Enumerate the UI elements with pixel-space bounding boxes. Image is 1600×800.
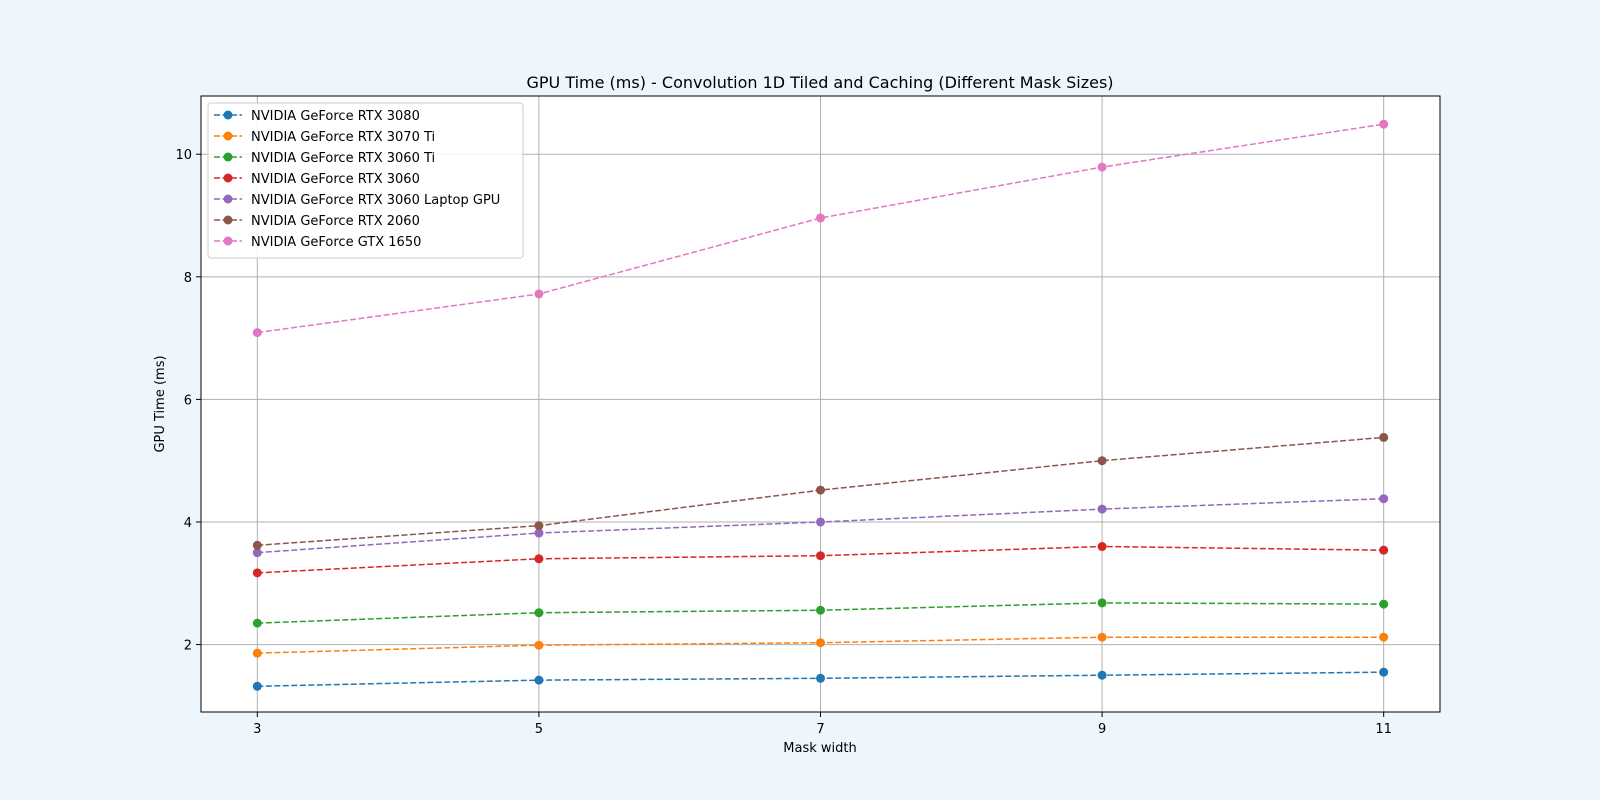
data-point — [816, 605, 825, 615]
legend-label: NVIDIA GeForce RTX 2060 — [251, 214, 420, 229]
y-axis-label: GPU Time (ms) — [153, 355, 168, 452]
x-tick-label: 9 — [1098, 722, 1106, 737]
legend-item: NVIDIA GeForce RTX 3060 — [214, 172, 420, 187]
data-point — [252, 568, 262, 578]
data-point — [252, 540, 262, 550]
legend-item: NVIDIA GeForce RTX 2060 — [214, 214, 420, 229]
series-7 — [252, 119, 1389, 338]
legend-label: NVIDIA GeForce RTX 3060 Laptop GPU — [251, 193, 500, 208]
legend-label: NVIDIA GeForce RTX 3080 — [251, 109, 420, 124]
y-tick-label: 10 — [175, 148, 192, 163]
legend-box — [207, 102, 524, 259]
y-tick-label: 4 — [184, 516, 192, 531]
legend-label: NVIDIA GeForce RTX 3060 Ti — [251, 151, 435, 166]
data-point — [1379, 599, 1389, 609]
legend-swatch-marker — [223, 194, 233, 204]
data-point — [816, 673, 825, 683]
data-point — [1097, 598, 1107, 608]
y-tick-label: 8 — [184, 271, 192, 286]
data-point — [534, 640, 544, 650]
legend-swatch-marker — [223, 131, 233, 141]
x-axis-ticks: 3 5 7 9 11 — [253, 712, 1392, 737]
series-1 — [252, 667, 1389, 691]
data-point — [1379, 632, 1389, 642]
legend-swatch-marker — [223, 110, 233, 120]
data-point — [1097, 542, 1107, 552]
data-point — [252, 648, 262, 658]
data-point — [252, 618, 262, 628]
legend-item: NVIDIA GeForce RTX 3060 Ti — [214, 151, 435, 166]
data-point — [252, 328, 262, 338]
data-point — [1379, 494, 1389, 504]
x-tick-label: 5 — [535, 722, 543, 737]
data-point — [816, 213, 825, 223]
legend-swatch-marker — [223, 215, 233, 225]
legend-swatch-marker — [223, 152, 233, 162]
legend-item: NVIDIA GeForce RTX 3070 Ti — [214, 130, 435, 145]
data-point — [1097, 504, 1107, 514]
legend-item: NVIDIA GeForce RTX 3080 — [214, 109, 420, 124]
legend: NVIDIA GeForce RTX 3080 NVIDIA GeForce RT… — [207, 102, 524, 259]
y-axis-ticks: 2 4 6 8 10 — [175, 148, 201, 654]
series-3 — [252, 598, 1389, 628]
data-point — [252, 681, 262, 691]
data-point — [1097, 456, 1107, 466]
series-6 — [252, 432, 1389, 550]
series-2 — [252, 632, 1389, 658]
series-layer — [252, 119, 1389, 691]
data-point — [1379, 432, 1389, 442]
x-tick-label: 11 — [1375, 722, 1392, 737]
data-point — [534, 675, 544, 685]
legend-swatch-marker — [223, 173, 233, 183]
data-point — [534, 608, 544, 618]
legend-item: NVIDIA GeForce GTX 1650 — [214, 235, 421, 250]
data-point — [1097, 162, 1107, 172]
data-point — [534, 554, 544, 564]
data-point — [1379, 545, 1389, 555]
legend-swatch-marker — [223, 236, 233, 246]
series-5 — [252, 494, 1389, 558]
data-point — [534, 528, 544, 538]
x-axis-label: Mask width — [783, 741, 856, 756]
y-tick-label: 2 — [184, 639, 192, 654]
legend-label: NVIDIA GeForce RTX 3060 — [251, 172, 420, 187]
x-tick-label: 3 — [253, 722, 261, 737]
chart-title: GPU Time (ms) - Convolution 1D Tiled and… — [526, 73, 1113, 92]
data-point — [252, 548, 262, 558]
data-point — [1097, 670, 1107, 680]
data-point — [1379, 667, 1389, 677]
data-point — [816, 638, 825, 648]
data-point — [816, 551, 825, 561]
data-point — [816, 517, 825, 527]
data-point — [1379, 119, 1389, 129]
data-point — [816, 485, 825, 495]
x-tick-label: 7 — [816, 722, 824, 737]
data-point — [1097, 632, 1107, 642]
legend-label: NVIDIA GeForce RTX 3070 Ti — [251, 130, 435, 145]
data-point — [534, 521, 544, 531]
data-point — [534, 289, 544, 299]
legend-item: NVIDIA GeForce RTX 3060 Laptop GPU — [214, 193, 500, 208]
series-line — [257, 123, 1384, 334]
y-tick-label: 6 — [184, 393, 192, 408]
legend-label: NVIDIA GeForce GTX 1650 — [251, 235, 421, 250]
series-4 — [252, 542, 1389, 578]
